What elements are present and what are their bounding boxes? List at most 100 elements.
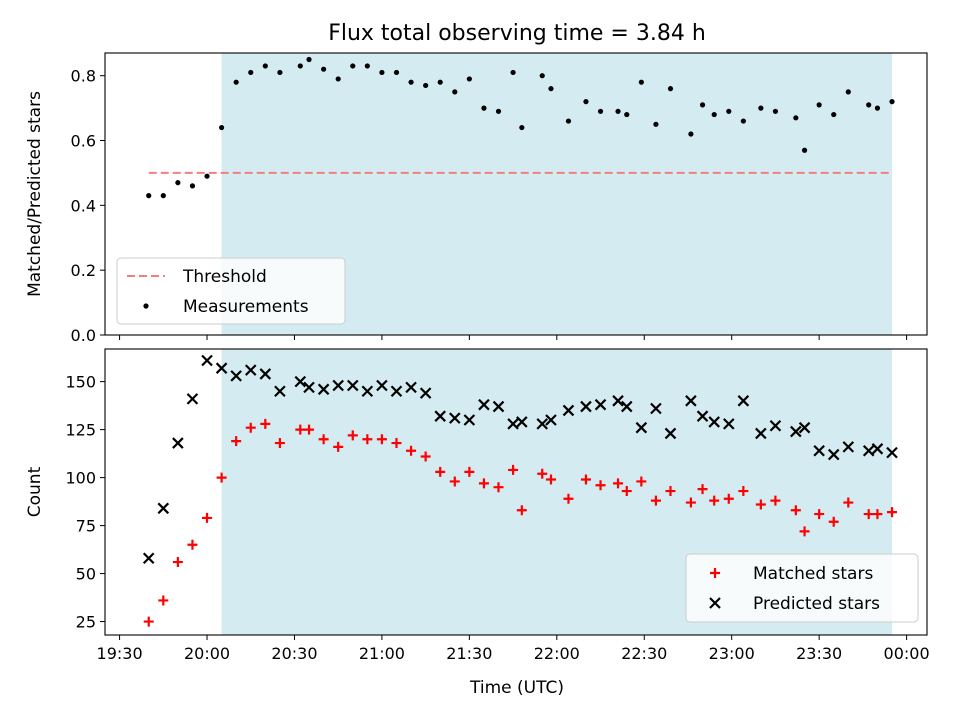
predicted-star-point <box>463 414 476 426</box>
matched-star-point <box>580 474 591 485</box>
axes-frame <box>104 52 928 336</box>
measurement-point <box>160 193 166 199</box>
measurement-point <box>466 76 472 82</box>
measurement-point <box>699 102 706 108</box>
y-tick-label: 0.8 <box>71 67 96 86</box>
measurement-point <box>597 108 604 114</box>
legend-matched-swatch <box>710 568 720 578</box>
predicted-star-point <box>871 443 884 455</box>
predicted-star-point <box>186 393 199 405</box>
matched-star-point <box>295 424 306 435</box>
predicted-star-point <box>244 364 257 376</box>
legend-measurement-swatch <box>143 303 149 309</box>
matched-star-point <box>636 476 647 487</box>
measurement-point <box>510 69 516 76</box>
matched-star-point <box>376 434 387 445</box>
measurement-point <box>204 173 210 179</box>
x-tick-label: 23:30 <box>796 644 842 663</box>
y-tick-label: 0.4 <box>71 196 96 215</box>
measurement-point <box>248 69 254 76</box>
matched-star-point <box>449 476 460 487</box>
predicted-star-point <box>620 400 633 413</box>
measurement-point <box>801 147 808 153</box>
legend-predicted-swatch <box>709 597 721 609</box>
predicted-star-point <box>492 400 505 413</box>
predicted-star-point <box>737 395 750 407</box>
matched-star-point <box>158 595 169 606</box>
measurement-point <box>638 79 644 85</box>
matched-star-point <box>537 468 548 479</box>
y-axis-label: Matched/Predicted stars <box>25 91 45 297</box>
measurement-point <box>539 73 545 79</box>
predicted-star-point <box>230 370 242 382</box>
legend-label: Measurements <box>183 297 309 317</box>
predicted-star-point <box>664 427 677 440</box>
predicted-star-point <box>317 383 330 396</box>
predicted-star-point <box>594 398 607 411</box>
matched-star-point <box>843 497 854 508</box>
measurement-point <box>408 79 414 85</box>
matched-star-point <box>435 466 446 477</box>
x-tick-label: 19:30 <box>97 644 143 663</box>
matched-star-point <box>245 422 256 433</box>
y-axis-label: Count <box>25 466 45 517</box>
predicted-star-point <box>827 448 840 461</box>
matched-star-point <box>685 497 696 508</box>
x-tick-label: 22:00 <box>534 644 580 663</box>
matched-star-point <box>493 482 504 493</box>
x-tick-label: 21:30 <box>446 644 492 663</box>
matched-star-point <box>333 441 344 452</box>
predicted-star-point <box>419 387 432 399</box>
measurement-point <box>653 121 659 127</box>
matched-star-point <box>347 430 358 441</box>
predicted-star-point <box>332 379 344 392</box>
predicted-star-point <box>813 444 825 457</box>
predicted-star-point <box>886 446 898 459</box>
measurement-point <box>889 99 895 105</box>
y-tick-label: 50 <box>76 565 96 584</box>
top-subplot: 0.0 0.2 0.4 0.6 0.8 Matched/Predicted stars Th… <box>25 52 928 345</box>
measurement-point <box>758 105 764 111</box>
measurement-point <box>423 82 429 89</box>
predicted-star-point <box>723 418 735 430</box>
measurement-point <box>726 108 732 114</box>
predicted-star-point <box>755 427 767 440</box>
measurement-point <box>262 63 268 69</box>
predicted-star-point <box>696 410 709 422</box>
matched-star-point <box>563 493 574 504</box>
matched-star-point <box>508 464 519 475</box>
predicted-star-point <box>376 379 388 392</box>
matched-star-point <box>799 526 810 537</box>
measurement-point <box>452 89 458 95</box>
predicted-star-point <box>580 400 592 413</box>
predicted-star-point <box>478 398 490 411</box>
x-tick-label: 20:30 <box>271 644 317 663</box>
matched-star-point <box>613 478 624 489</box>
y-tick-label: 25 <box>76 613 96 632</box>
y-tick-label: 0.6 <box>71 132 96 151</box>
matched-star-point <box>516 505 527 516</box>
measurement-point <box>816 102 822 108</box>
measurement-point <box>624 111 630 118</box>
matched-star-point <box>231 436 242 447</box>
predicted-star-point <box>650 402 662 415</box>
measurement-point <box>688 131 694 137</box>
predicted-star-point <box>303 381 315 394</box>
x-tick-label: 21:00 <box>359 644 405 663</box>
matched-star-point <box>202 512 213 523</box>
predicted-star-point <box>562 404 575 417</box>
matched-star-point <box>391 438 402 449</box>
matched-star-point <box>621 486 632 497</box>
matched-star-point <box>770 495 781 506</box>
matched-star-point <box>665 486 676 497</box>
matched-star-point <box>650 495 661 506</box>
matched-star-point <box>318 434 329 445</box>
predicted-star-point <box>769 420 782 432</box>
matched-star-point <box>828 516 839 527</box>
legend-label: Threshold <box>182 267 267 287</box>
predicted-star-point <box>346 379 359 392</box>
matched-star-point <box>755 499 766 510</box>
measurement-point <box>583 99 589 105</box>
matched-star-point <box>216 472 227 483</box>
